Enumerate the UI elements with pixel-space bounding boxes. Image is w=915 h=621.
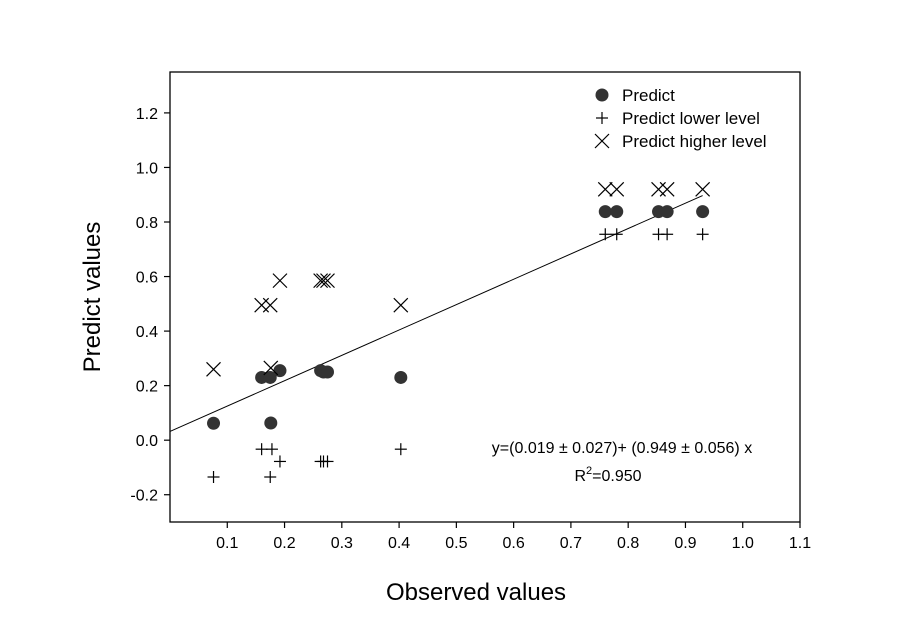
x-tick-label: 0.5 <box>445 535 467 552</box>
predict-point <box>263 370 277 384</box>
data-marks <box>206 181 711 483</box>
lower-level-point <box>207 471 220 483</box>
legend-higher-level-label: Predict higher level <box>622 132 767 151</box>
regression-equation: y=(0.019 ± 0.027)+ (0.949 ± 0.056) x <box>492 440 752 457</box>
legend-predict-label: Predict <box>622 86 675 105</box>
predict-point <box>598 205 612 219</box>
x-axis-title: Observed values <box>386 579 566 606</box>
legend: Predict Predict lower level Predict higher… <box>594 86 767 151</box>
x-tick-label: 0.4 <box>388 535 410 552</box>
lower-level-point <box>610 228 623 241</box>
r-squared-label: R2=0.950 <box>574 465 641 485</box>
r-squared-superscript: 2 <box>586 465 592 477</box>
regression-line-group <box>169 195 703 432</box>
predict-point <box>264 416 278 430</box>
legend-lower-level-marker <box>596 112 608 124</box>
x-tick-label: 0.1 <box>216 535 238 552</box>
higher-level-point <box>393 297 409 313</box>
y-tick-label: 0.4 <box>136 324 158 341</box>
legend-lower-level-label: Predict lower level <box>622 109 760 128</box>
higher-level-point <box>659 181 675 197</box>
higher-level-point <box>206 361 221 377</box>
axes: 0.1 0.2 0.3 0.4 0.5 0.6 0.7 0.8 0.9 1.0 1.1 -0.2 0.0… <box>130 106 811 552</box>
predict-point <box>610 205 624 219</box>
legend-predict-marker <box>595 88 609 102</box>
higher-level-point <box>272 273 288 289</box>
predict-point <box>273 364 287 378</box>
y-tick-label: 0.8 <box>136 215 158 232</box>
higher-level-point <box>263 360 279 376</box>
r-squared-value: =0.950 <box>592 468 641 485</box>
y-tick-label: 0.6 <box>136 270 158 287</box>
lower-level-point <box>661 228 674 241</box>
higher-level-point <box>651 181 666 197</box>
higher-level-point <box>254 297 270 313</box>
predict-point <box>207 416 221 430</box>
higher-level-point <box>320 273 335 289</box>
lower-level-point <box>255 443 268 456</box>
lower-level-point <box>696 228 709 241</box>
y-tick-label: -0.2 <box>130 488 158 505</box>
y-axis-title: Predict values <box>79 222 106 373</box>
x-tick-label: 1.1 <box>789 535 811 552</box>
x-tick-label: 0.6 <box>503 535 525 552</box>
regression-line <box>169 195 703 432</box>
r-squared-base: R <box>574 468 586 485</box>
higher-level-point <box>597 181 613 197</box>
x-tick-label: 0.9 <box>674 535 696 552</box>
higher-level-point <box>695 181 711 197</box>
y-tick-label: 1.0 <box>136 160 158 177</box>
legend-higher-level-marker <box>594 133 610 149</box>
higher-level-point <box>609 181 625 197</box>
predict-point <box>660 205 674 219</box>
predict-point <box>394 370 408 384</box>
lower-level-point <box>599 228 612 241</box>
higher-level-point <box>316 273 331 289</box>
higher-level-point <box>262 297 278 313</box>
plot-frame <box>169 71 801 523</box>
y-tick-label: 0.0 <box>136 433 158 450</box>
x-tick-label: 0.7 <box>560 535 582 552</box>
y-tick-label: 1.2 <box>136 106 158 123</box>
lower-level-point <box>394 443 407 456</box>
lower-level-point <box>273 455 286 468</box>
lower-level-point <box>264 471 277 483</box>
predict-point <box>696 205 710 219</box>
x-tick-label: 0.8 <box>617 535 639 552</box>
higher-level-point <box>313 273 329 289</box>
y-tick-label: 0.2 <box>136 379 158 396</box>
lower-level-point <box>265 443 278 456</box>
x-tick-label: 0.2 <box>273 535 295 552</box>
x-tick-label: 1.0 <box>732 535 754 552</box>
lower-level-point <box>321 455 334 468</box>
predict-point <box>321 365 334 379</box>
x-tick-label: 0.3 <box>331 535 353 552</box>
